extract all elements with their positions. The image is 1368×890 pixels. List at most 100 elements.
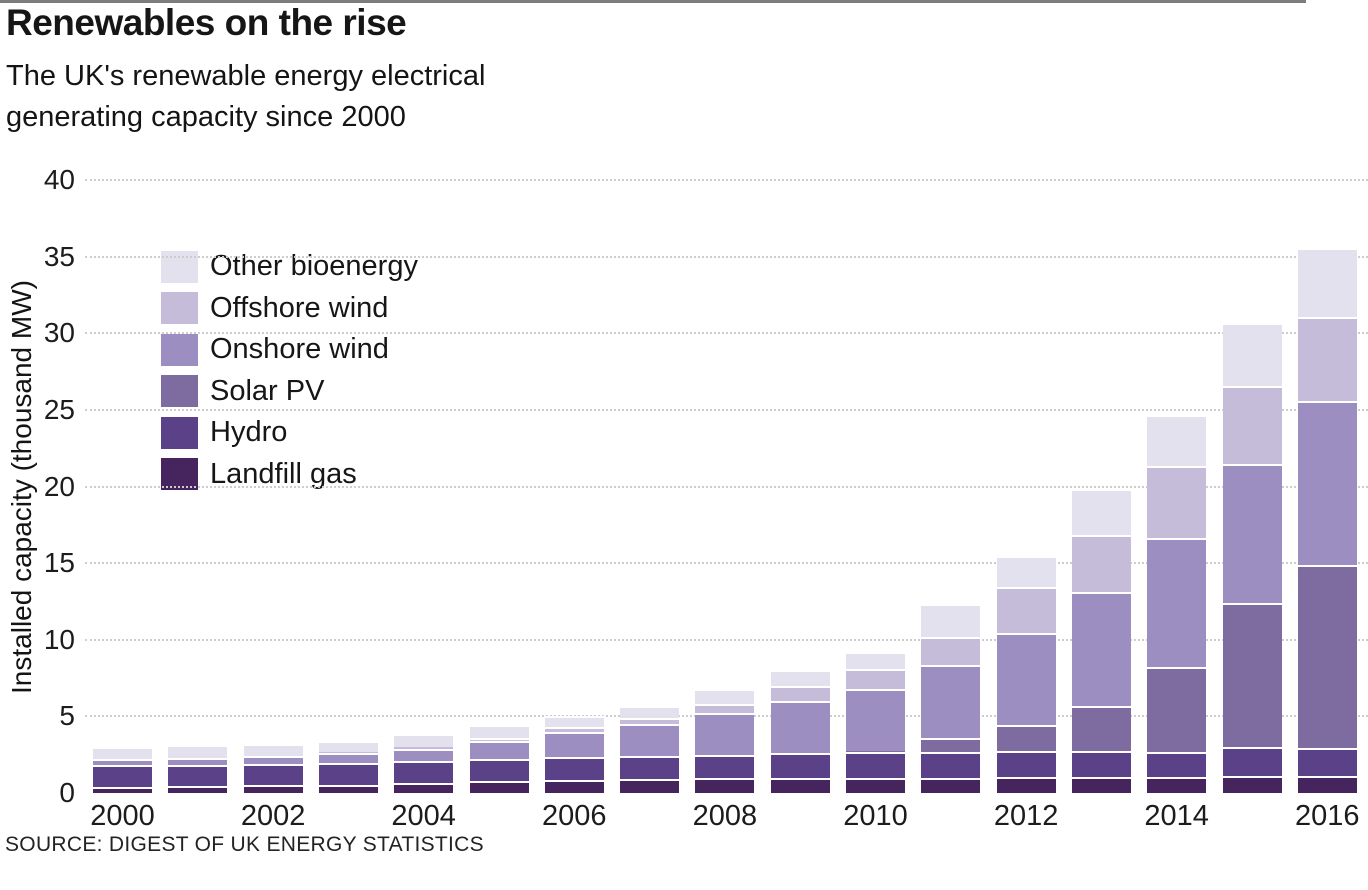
bar-segment-2006-onshore-wind xyxy=(544,731,604,757)
y-tick-label-5: 5 xyxy=(59,700,75,732)
bar-segment-2005-onshore-wind xyxy=(469,740,529,759)
bar-segment-2016-offshore-wind xyxy=(1297,317,1357,401)
bar-segment-2014-offshore-wind xyxy=(1147,465,1207,538)
gridline-35 xyxy=(85,255,1368,258)
bar-segment-2013-other-bioenergy xyxy=(1071,489,1131,536)
bar-segment-2010-landfill-gas xyxy=(846,777,905,793)
bar-segment-2004-hydro xyxy=(394,760,454,784)
bar-segment-2002-onshore-wind xyxy=(243,756,303,764)
bar-segment-2012-onshore-wind xyxy=(996,633,1056,725)
x-axis-line xyxy=(0,0,1306,3)
bar-segment-2014-hydro xyxy=(1147,752,1207,777)
x-tick-label-2016: 2016 xyxy=(1295,800,1360,832)
legend-item-landfill-gas: Landfill gas xyxy=(161,454,418,496)
bar-segment-2012-other-bioenergy xyxy=(996,556,1056,588)
bar-segment-2002-other-bioenergy xyxy=(243,743,303,757)
bar-segment-2006-hydro xyxy=(544,756,604,780)
bar-segment-2006-other-bioenergy xyxy=(544,716,604,728)
y-tick-label-15: 15 xyxy=(43,547,75,579)
bar-segment-2012-solar-pv xyxy=(996,724,1056,751)
legend-swatch xyxy=(161,416,198,449)
bar-segment-2011-solar-pv xyxy=(921,737,981,753)
bar-segment-2005-offshore-wind xyxy=(469,737,529,741)
bar-segment-2015-landfill-gas xyxy=(1222,776,1282,793)
bar-segment-2011-other-bioenergy xyxy=(921,604,981,638)
bar-segment-2007-other-bioenergy xyxy=(620,706,680,718)
bar-segment-2015-onshore-wind xyxy=(1222,463,1282,603)
bar-segment-2009-landfill-gas xyxy=(770,777,830,793)
legend-item-other-bioenergy: Other bioenergy xyxy=(161,246,418,288)
chart-legend: Other bioenergy Offshore wind Onshore wind… xyxy=(161,246,418,495)
x-tick-label-2000: 2000 xyxy=(90,800,155,832)
bar-segment-2013-onshore-wind xyxy=(1071,591,1131,707)
bar-segment-2010-solar-pv xyxy=(846,751,905,753)
bar-segment-2004-offshore-wind xyxy=(394,746,454,749)
bar-segment-2001-other-bioenergy xyxy=(168,745,228,758)
bar-segment-2014-solar-pv xyxy=(1147,666,1207,753)
x-tick-label-2010: 2010 xyxy=(843,800,908,832)
source-credit: SOURCE: DIGEST OF UK ENERGY STATISTICS xyxy=(5,833,484,856)
bar-segment-2003-landfill-gas xyxy=(318,784,378,793)
x-tick-label-2006: 2006 xyxy=(542,800,607,832)
bar-segment-2003-other-bioenergy xyxy=(318,740,378,753)
bar-segment-2008-other-bioenergy xyxy=(695,688,755,705)
bar-segment-2016-other-bioenergy xyxy=(1297,248,1357,318)
legend-swatch xyxy=(161,375,198,408)
gridline-25 xyxy=(85,408,1368,411)
bar-segment-2015-solar-pv xyxy=(1222,602,1282,748)
y-tick-label-0: 0 xyxy=(59,777,75,808)
bar-segment-2015-hydro xyxy=(1222,747,1282,777)
legend-label: Offshore wind xyxy=(210,291,389,324)
x-tick-label-2002: 2002 xyxy=(240,800,306,832)
bar-segment-2015-other-bioenergy xyxy=(1222,322,1282,387)
y-tick-label-20: 20 xyxy=(43,470,75,502)
y-tick-label-25: 25 xyxy=(43,393,75,425)
bar-segment-2011-landfill-gas xyxy=(921,777,981,793)
bar-segment-2008-hydro xyxy=(695,754,755,779)
legend-label: Hydro xyxy=(210,416,288,449)
bar-segment-2001-landfill-gas xyxy=(168,786,228,793)
bar-segment-2016-hydro xyxy=(1297,747,1357,777)
bar-segment-2009-other-bioenergy xyxy=(770,670,830,687)
legend-item-hydro: Hydro xyxy=(161,412,418,454)
y-tick-label-30: 30 xyxy=(43,317,75,349)
gridline-20 xyxy=(85,485,1368,488)
legend-swatch xyxy=(161,458,198,491)
bar-segment-2015-offshore-wind xyxy=(1222,386,1282,464)
bar-segment-2013-offshore-wind xyxy=(1071,535,1131,592)
x-tick-label-2008: 2008 xyxy=(692,800,758,832)
bar-segment-2003-hydro xyxy=(318,763,378,785)
bar-segment-2008-onshore-wind xyxy=(695,713,755,755)
chart-subtitle: The UK's renewable energy electrical gen… xyxy=(6,56,485,138)
bar-segment-2013-landfill-gas xyxy=(1071,776,1131,793)
bar-segment-2013-solar-pv xyxy=(1071,706,1131,751)
legend-swatch xyxy=(161,333,198,366)
bar-segment-2001-hydro xyxy=(168,764,228,787)
legend-label: Landfill gas xyxy=(210,457,357,490)
bar-segment-2006-landfill-gas xyxy=(544,779,604,793)
bar-segment-2011-offshore-wind xyxy=(921,637,981,666)
bar-segment-2008-offshore-wind xyxy=(695,704,755,714)
bar-segment-2009-offshore-wind xyxy=(770,686,830,702)
bar-segment-2002-hydro xyxy=(243,763,303,786)
bar-segment-2012-hydro xyxy=(996,751,1056,778)
bar-segment-2000-landfill-gas xyxy=(93,786,152,793)
gridline-30 xyxy=(85,332,1368,335)
bar-segment-2013-hydro xyxy=(1071,750,1131,777)
bar-segment-2009-onshore-wind xyxy=(770,701,830,754)
gridline-10 xyxy=(85,638,1368,641)
legend-swatch xyxy=(161,292,198,325)
bar-segment-2007-offshore-wind xyxy=(620,717,680,725)
bar-segment-2007-hydro xyxy=(620,756,680,780)
y-tick-label-10: 10 xyxy=(43,623,75,655)
bar-segment-2006-offshore-wind xyxy=(544,727,604,732)
bar-segment-2010-offshore-wind xyxy=(846,668,905,690)
legend-label: Onshore wind xyxy=(210,333,389,366)
bar-segment-2005-other-bioenergy xyxy=(469,724,529,738)
chart-title: Renewables on the rise xyxy=(6,2,407,43)
bar-segment-2014-landfill-gas xyxy=(1147,776,1207,793)
bar-segment-2001-onshore-wind xyxy=(168,757,228,765)
bar-segment-2004-onshore-wind xyxy=(394,748,454,761)
